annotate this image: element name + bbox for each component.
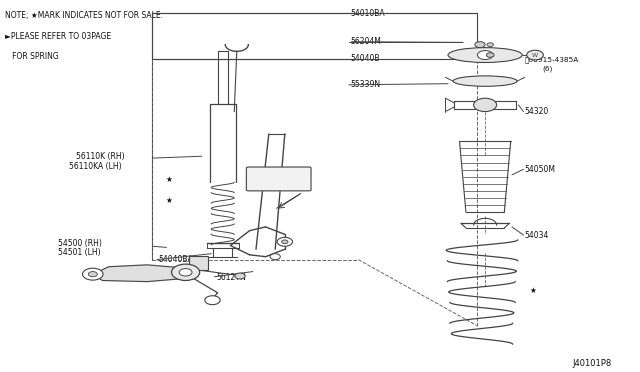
Circle shape — [474, 98, 497, 112]
Text: NOTE; ★MARK INDICATES NOT FOR SALE.: NOTE; ★MARK INDICATES NOT FOR SALE. — [5, 11, 163, 20]
Text: ★: ★ — [166, 175, 172, 184]
Text: FOR SPRING: FOR SPRING — [5, 52, 59, 61]
Circle shape — [486, 53, 494, 57]
Text: 56110KA (LH): 56110KA (LH) — [69, 162, 122, 171]
Circle shape — [282, 240, 288, 244]
Circle shape — [88, 272, 97, 277]
Circle shape — [487, 43, 493, 46]
Circle shape — [270, 254, 280, 260]
Text: 54320: 54320 — [525, 107, 549, 116]
Ellipse shape — [448, 48, 522, 62]
Text: 56204M: 56204M — [351, 37, 381, 46]
Polygon shape — [93, 265, 192, 282]
Text: 54040BA: 54040BA — [159, 255, 193, 264]
Circle shape — [179, 269, 192, 276]
Text: 54501 (LH): 54501 (LH) — [58, 248, 100, 257]
Text: (6): (6) — [543, 65, 553, 72]
Circle shape — [205, 296, 220, 305]
Circle shape — [277, 237, 292, 246]
FancyBboxPatch shape — [246, 167, 311, 191]
Text: 54500 (RH): 54500 (RH) — [58, 239, 102, 248]
Text: 54050M: 54050M — [525, 165, 556, 174]
Text: J40101P8: J40101P8 — [573, 359, 612, 368]
Bar — [189, 256, 208, 270]
Text: 56127N: 56127N — [216, 273, 246, 282]
Circle shape — [172, 264, 200, 280]
Text: 08915-4385A: 08915-4385A — [525, 56, 579, 63]
Text: ★: ★ — [166, 196, 172, 205]
Text: ►PLEASE REFER TO 03PAGE: ►PLEASE REFER TO 03PAGE — [5, 32, 111, 41]
Circle shape — [477, 51, 493, 60]
Text: 55339N: 55339N — [351, 80, 381, 89]
Text: Exclusively Produced: Exclusively Produced — [251, 182, 307, 187]
Text: W: W — [532, 52, 538, 58]
Text: 54034: 54034 — [525, 231, 549, 240]
Circle shape — [235, 273, 245, 279]
Text: ★: ★ — [529, 286, 536, 295]
Circle shape — [475, 42, 485, 48]
Circle shape — [83, 268, 103, 280]
Text: 56110K (RH): 56110K (RH) — [76, 153, 124, 161]
Text: 54010BA: 54010BA — [351, 9, 385, 17]
Circle shape — [527, 50, 543, 60]
Ellipse shape — [453, 76, 517, 86]
Text: 54040B: 54040B — [351, 54, 380, 63]
Text: NordRing: NordRing — [255, 171, 303, 180]
